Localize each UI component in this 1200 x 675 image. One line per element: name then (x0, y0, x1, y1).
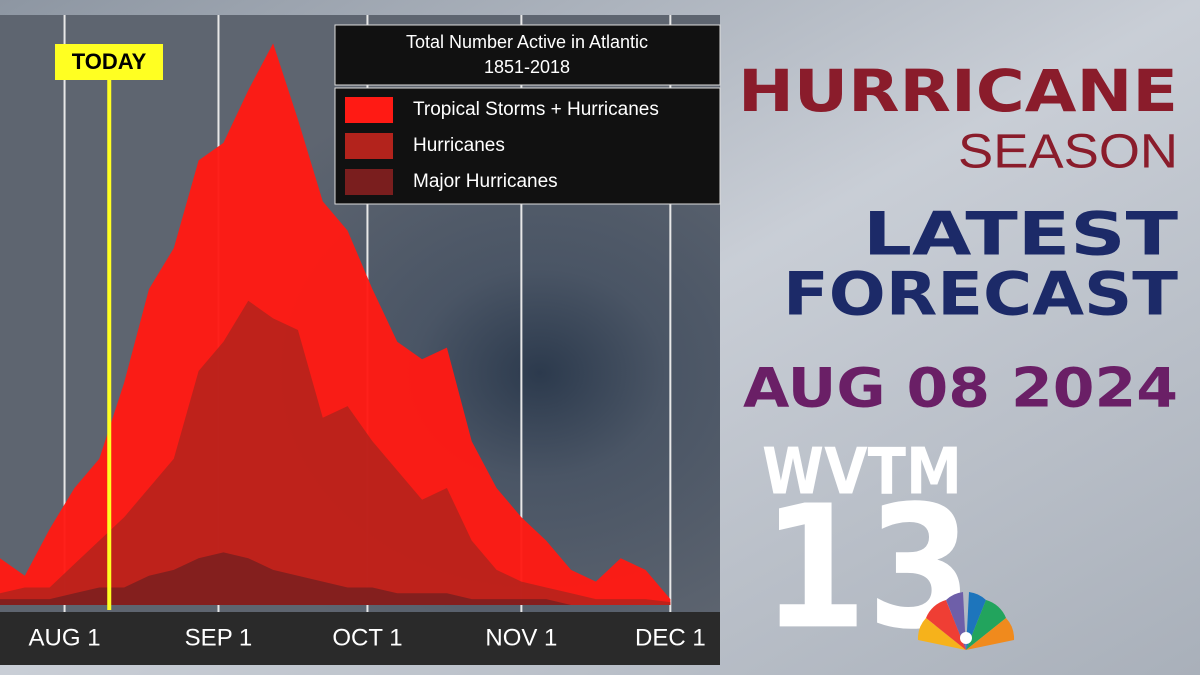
legend-swatch (345, 169, 393, 195)
legend-label: Major Hurricanes (413, 171, 558, 192)
legend: Tropical Storms + Hurricanes Hurricanes Ma… (345, 97, 659, 195)
legend-swatch (345, 97, 393, 123)
area (0, 43, 671, 605)
today-label: TODAY (72, 49, 147, 74)
today-box (55, 44, 163, 80)
peacock-logo (917, 592, 1015, 650)
legend-swatch (345, 133, 393, 159)
legend-label: Hurricanes (413, 135, 505, 156)
headline: SEASON (958, 126, 1178, 179)
title-box (334, 24, 721, 86)
x-tick-label: SEP 1 (185, 624, 253, 651)
station: WVTM (762, 436, 962, 510)
area (0, 552, 671, 605)
x-tick-label: AUG 1 (29, 624, 101, 651)
x-tick-label: DEC 1 (635, 624, 706, 651)
headline: FORECAST (783, 260, 1178, 330)
chart-title: Total Number Active in Atlantic (406, 32, 648, 52)
chart-subtitle: 1851-2018 (484, 57, 570, 77)
headline: LATEST (863, 200, 1178, 270)
date: AUG 08 2024 (743, 357, 1178, 420)
x-tick-label: OCT 1 (332, 624, 402, 651)
x-tick-label: NOV 1 (485, 624, 557, 651)
x-axis-bar (0, 612, 720, 665)
legend-label: Tropical Storms + Hurricanes (413, 99, 659, 120)
legend-box (334, 87, 721, 205)
area (0, 300, 671, 605)
headline: HURRICANE (738, 57, 1178, 125)
